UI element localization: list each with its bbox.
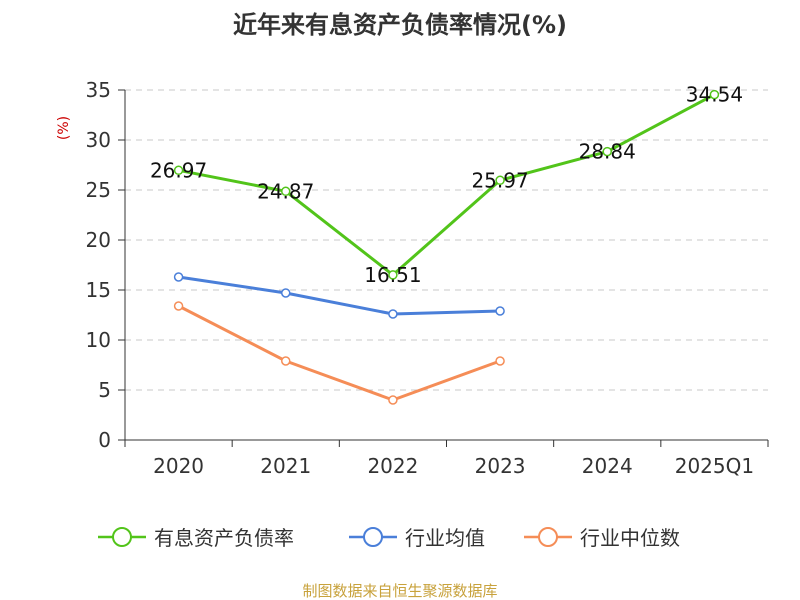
data-label: 34.54: [686, 83, 743, 107]
series-line-2: [178, 275, 501, 316]
y-tick-label: 5: [98, 378, 111, 402]
x-tick-label: 2020: [153, 454, 204, 478]
y-tick-label: 15: [86, 278, 111, 302]
series-line-3: [177, 304, 501, 402]
y-tick-label: 0: [98, 428, 111, 452]
data-label: 24.87: [257, 179, 314, 203]
legend: 有息资产负债率 行业均值 行业中位数: [98, 526, 680, 550]
data-point: [173, 301, 184, 311]
y-tick-label: 35: [86, 78, 111, 102]
x-tick-label: 2024: [582, 454, 633, 478]
legend-label: 行业均值: [405, 526, 485, 550]
chart-title: 近年来有息资产负债率情况(%): [233, 11, 567, 39]
series-group: [173, 89, 720, 405]
legend-label: 有息资产负债率: [154, 526, 294, 550]
data-label: 25.97: [471, 168, 528, 192]
y-axis-ticks: 0 5 10 15 20 25 30 35: [86, 78, 125, 452]
y-tick-label: 20: [86, 228, 111, 252]
source-note: 制图数据来自恒生聚源数据库: [302, 582, 497, 600]
x-tick-label: 2021: [260, 454, 311, 478]
data-point: [602, 146, 612, 157]
x-tick-label: 2022: [367, 454, 418, 478]
data-labels: 26.97 24.87 16.51 25.97 28.84 34.54: [150, 83, 743, 287]
data-point: [173, 165, 184, 176]
x-tick-label: 2025Q1: [675, 454, 754, 478]
data-point: [495, 356, 505, 366]
y-tick-label: 30: [86, 128, 111, 152]
data-point: [281, 186, 291, 197]
data-label: 16.51: [364, 263, 421, 287]
x-axis-ticks: 2020 2021 2022 2023 2024 2025Q1: [124, 440, 769, 478]
y-tick-label: 25: [86, 178, 111, 202]
series-line-1: [178, 93, 716, 277]
data-point: [281, 356, 291, 366]
data-point: [388, 309, 398, 319]
axes: [124, 90, 768, 441]
data-point: [495, 175, 505, 186]
data-point: [495, 306, 505, 316]
y-tick-label: 10: [86, 328, 111, 352]
data-point: [388, 270, 398, 280]
data-point: [709, 89, 720, 100]
data-point: [281, 288, 291, 298]
legend-marker: [363, 527, 383, 547]
legend-marker: [112, 527, 132, 547]
data-label: 28.84: [579, 140, 636, 164]
y-axis-label: (%): [56, 116, 72, 140]
legend-marker: [538, 527, 558, 547]
legend-label: 行业中位数: [580, 526, 680, 550]
data-point: [388, 395, 398, 405]
x-tick-label: 2023: [475, 454, 526, 478]
gridlines: [125, 89, 768, 391]
data-point: [173, 272, 184, 282]
data-label: 26.97: [150, 158, 207, 182]
